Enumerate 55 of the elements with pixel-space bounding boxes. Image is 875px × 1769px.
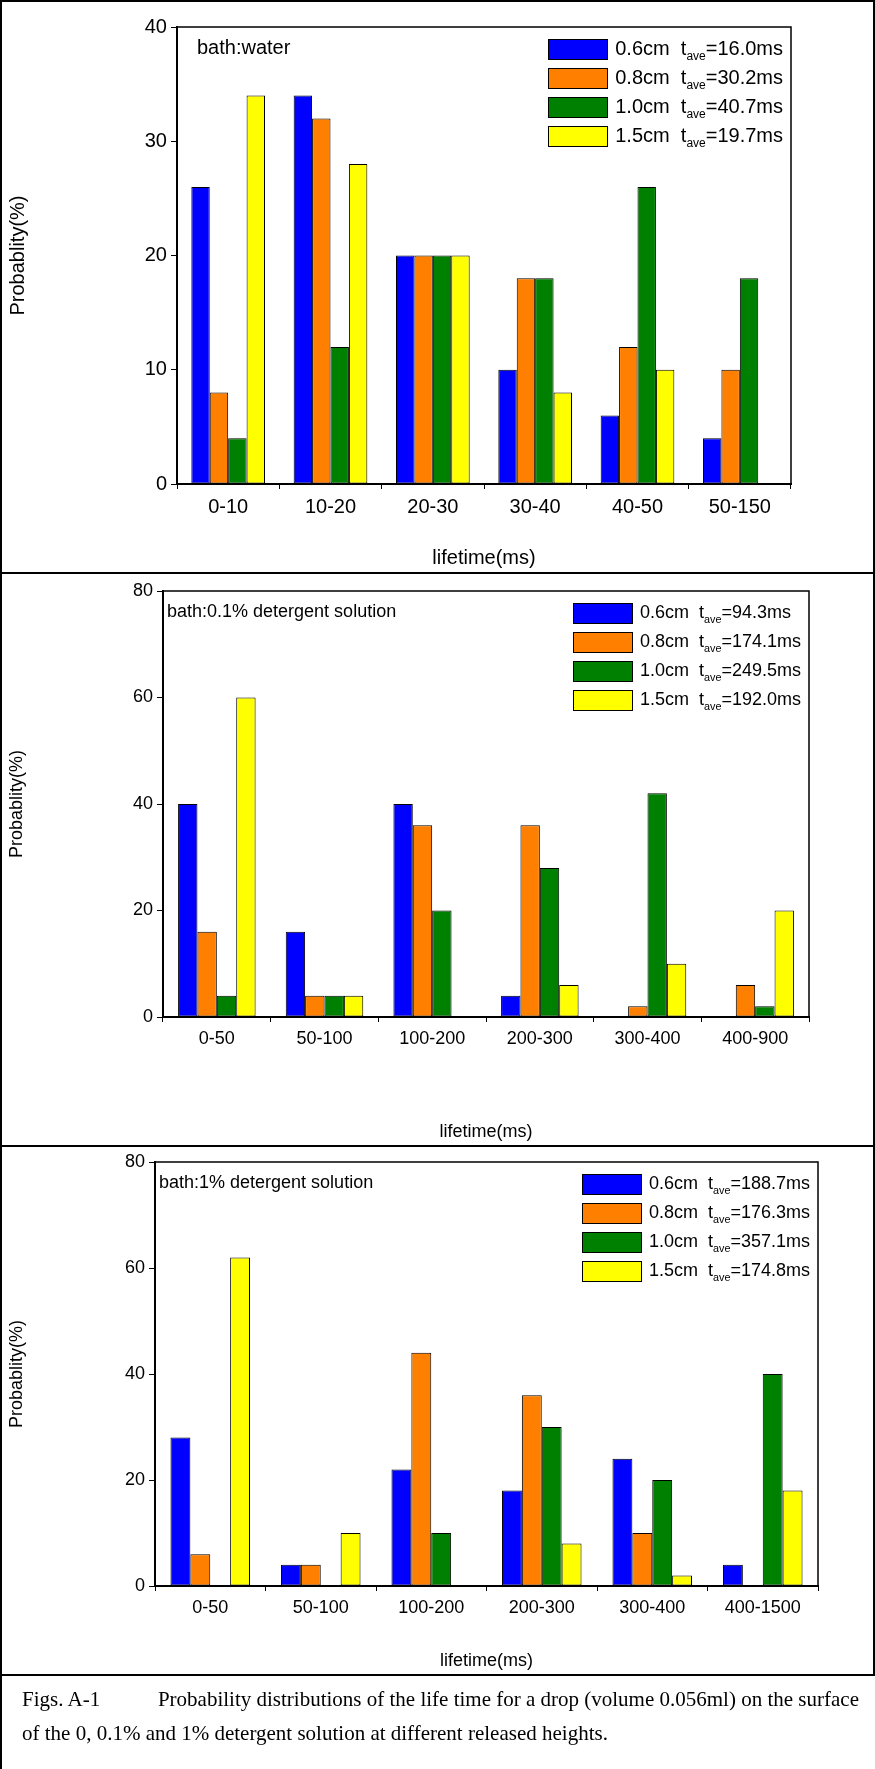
y-tick-label: 30 — [144, 128, 167, 151]
x-tick-label: 300-400 — [614, 1027, 681, 1048]
legend-label: 1.5cm t$_{ave}$=19.7ms — [615, 123, 783, 150]
x-tick-label: 200-300 — [508, 1596, 575, 1617]
legend-label: 0.8cm t$_{ave}$=174.1ms — [639, 631, 801, 654]
y-tick-label: 0 — [142, 1005, 153, 1026]
legend-label: 0.8cm t$_{ave}$=176.3ms — [648, 1202, 810, 1225]
x-tick-label: 10-20 — [304, 494, 357, 517]
x-tick-label: 0-10 — [208, 494, 249, 517]
x-axis-title: lifetime(ms) — [440, 1650, 533, 1671]
legend-label: 1.5cm t$_{ave}$=192.0ms — [639, 689, 801, 712]
x-tick-label: 30-40 — [509, 494, 561, 517]
x-tick-label: 400-1500 — [724, 1596, 801, 1617]
legend-label: 0.6cm t$_{ave}$=188.7ms — [648, 1173, 810, 1196]
x-tick-label: 100-200 — [399, 1027, 466, 1048]
y-tick-label: 20 — [144, 243, 167, 266]
y-tick-label: 80 — [132, 579, 153, 600]
y-tick-label: 40 — [144, 14, 167, 37]
legend-label: 0.6cm t$_{ave}$=16.0ms — [615, 36, 783, 63]
x-tick-label: 20-30 — [407, 494, 459, 517]
y-tick-label: 0 — [155, 471, 167, 494]
x-tick-label: 50-100 — [296, 1027, 353, 1048]
y-axis-title: Probablity(%) — [5, 1319, 26, 1429]
x-tick-label: 50-150 — [708, 494, 771, 517]
y-tick-label: 0 — [134, 1574, 145, 1595]
legend-label: 1.0cm t$_{ave}$=357.1ms — [648, 1231, 810, 1254]
chart-title: bath:water — [197, 35, 291, 58]
x-axis-title: lifetime(ms) — [432, 545, 536, 568]
x-tick-label: 300-400 — [619, 1596, 686, 1617]
text: bath:0.1% detergent solution — [167, 600, 397, 621]
x-tick-label: 0-50 — [198, 1027, 235, 1048]
x-tick-label: 50-100 — [292, 1596, 349, 1617]
y-tick-label: 10 — [144, 357, 167, 380]
y-axis-title: Probablity(%) — [5, 749, 26, 859]
x-tick-label: 40-50 — [611, 494, 664, 517]
y-tick-label: 40 — [132, 792, 153, 813]
y-tick-label: 60 — [124, 1256, 145, 1277]
y-tick-label: 40 — [124, 1362, 145, 1383]
legend-label: 1.0cm t$_{ave}$=249.5ms — [639, 660, 801, 683]
y-tick-label: 20 — [124, 1468, 145, 1489]
y-tick-label: 80 — [124, 1150, 145, 1171]
text: bath:1% detergent solution — [159, 1171, 374, 1192]
legend-label: 1.0cm t$_{ave}$=40.7ms — [615, 94, 783, 121]
y-tick-label: 20 — [132, 899, 153, 920]
legend-label: 0.8cm t$_{ave}$=30.2ms — [615, 65, 783, 92]
y-tick-label: 60 — [132, 686, 153, 707]
x-axis-title: lifetime(ms) — [439, 1121, 533, 1142]
legend-label: 0.6cm t$_{ave}$=94.3ms — [639, 602, 791, 625]
y-axis-title: Probablity(%) — [5, 195, 28, 316]
x-tick-label: 100-200 — [398, 1596, 465, 1617]
legend-label: 1.5cm t$_{ave}$=174.8ms — [648, 1260, 810, 1283]
text: Figs. A-1 Probability distributions of the life time for a drop (volume 0.056ml) on the surface of the 0, 0.1% and 1% detergent solution at different released heights. — [0, 1674, 875, 1769]
x-tick-label: 0-50 — [192, 1596, 229, 1617]
x-tick-label: 200-300 — [506, 1027, 573, 1048]
x-tick-label: 400-900 — [722, 1027, 789, 1048]
